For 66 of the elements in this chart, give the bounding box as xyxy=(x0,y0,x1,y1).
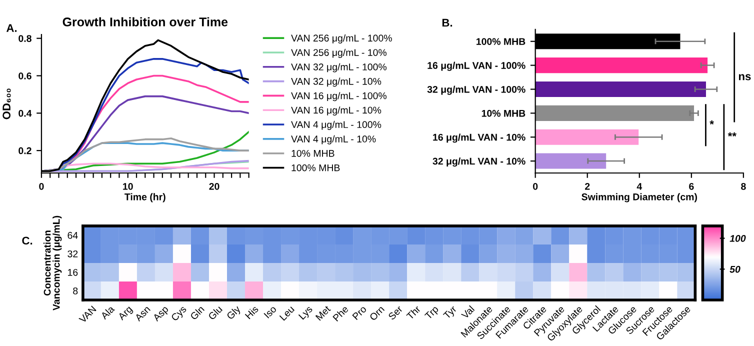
x-tick-label: 20 xyxy=(209,182,220,190)
x-tick-label: Arg xyxy=(118,306,134,322)
x-tick-label: Ser xyxy=(388,305,404,320)
y-tick-label: 16 xyxy=(68,268,78,276)
legend-label: VAN 32 μg/mL - 10% xyxy=(291,78,382,87)
color-bar-label: 100 xyxy=(730,235,746,242)
annotation: * xyxy=(710,120,714,124)
x-tick-label: Gln xyxy=(190,305,205,320)
legend-label: VAN 16 μg/mL - 100% xyxy=(291,92,387,102)
x-tick-label: Lys xyxy=(298,305,314,322)
x-tick-label: Phe xyxy=(332,305,349,322)
annotation: ** xyxy=(728,132,736,136)
y-tick-label: 8 xyxy=(73,287,78,294)
legend-label: 10% MHB xyxy=(292,150,334,157)
x-tick-label: Gly xyxy=(226,304,242,322)
x-tick-label: VAN xyxy=(78,306,96,324)
x-tick-label: Iso xyxy=(264,305,277,318)
x-tick-label: 10 xyxy=(123,182,133,190)
x-tick-label: Pro xyxy=(352,305,367,320)
legend-label: VAN 256 μg/mL - 10% xyxy=(291,48,387,58)
x-tick-label: Trp xyxy=(424,305,440,322)
x-tick-label: Glu xyxy=(208,305,223,320)
x-tick-label: 4 xyxy=(636,183,642,190)
x-tick-label: 6 xyxy=(689,182,694,190)
y-tick-label: 32 xyxy=(68,250,78,258)
y-tick-label: 0.4 xyxy=(18,110,32,117)
legend-label: VAN 4 μg/mL - 10% xyxy=(291,135,376,144)
x-tick-label: His xyxy=(244,305,259,320)
x-tick-label: 8 xyxy=(741,182,746,190)
y-tick-label: 64 xyxy=(68,232,78,239)
legend-label: VAN 16 μg/mL - 10% xyxy=(291,106,382,116)
x-tick-label: 0 xyxy=(533,182,538,190)
x-tick-label: Thr xyxy=(406,304,421,320)
legend-label: 100% MHB xyxy=(292,164,340,172)
y-tick-label: 10% MHB xyxy=(482,110,526,117)
y-tick-label: 0.2 xyxy=(18,147,32,154)
legend-label: VAN 256 μg/mL - 100% xyxy=(291,34,392,44)
x-tick-label: 2 xyxy=(585,182,590,190)
legend-label: VAN 32 μg/mL - 100% xyxy=(291,63,387,72)
x-tick-label: Met xyxy=(315,305,332,321)
x-tick-label: Leu xyxy=(279,306,295,321)
y-tick-label: 16 μg/mL VAN - 10% xyxy=(433,134,526,143)
y-tick-label: 100% MHB xyxy=(476,38,526,45)
x-tick-label: Tyr xyxy=(442,305,458,321)
color-bar-label: 50 xyxy=(730,266,740,273)
text: A. xyxy=(6,24,17,32)
x-axis-title: Swimming Diameter (cm) xyxy=(582,193,697,202)
x-tick-label: Asn xyxy=(134,306,151,322)
y-tick-label: 16 μg/mL VAN - 100% xyxy=(428,62,526,71)
y-tick-label: 32 μg/mL VAN - 10% xyxy=(432,158,526,167)
x-tick-label: Asp xyxy=(152,305,170,324)
y-tick-label: 0.8 xyxy=(18,35,32,42)
legend-label: VAN 4 μg/mL - 100% xyxy=(291,120,382,130)
y-axis-title: Concentration Vancomycin (μg/mL) xyxy=(44,216,62,310)
chart-title: Growth Inhibition over Time xyxy=(62,17,228,26)
y-axis-title: OD₆₀₀ xyxy=(2,88,11,120)
x-axis-title: Time (hr) xyxy=(124,193,166,202)
text: B. xyxy=(442,18,452,27)
x-tick-label: Orn xyxy=(369,305,385,322)
x-tick-label: 0 xyxy=(39,182,44,190)
x-tick-label: Ala xyxy=(100,304,115,320)
y-tick-label: 32 μg/mL VAN - 100% xyxy=(427,86,526,95)
x-tick-label: Cys xyxy=(170,305,188,323)
annotation: ns xyxy=(738,74,751,80)
text: C. xyxy=(22,236,32,245)
y-tick-label: 0.6 xyxy=(18,72,32,80)
